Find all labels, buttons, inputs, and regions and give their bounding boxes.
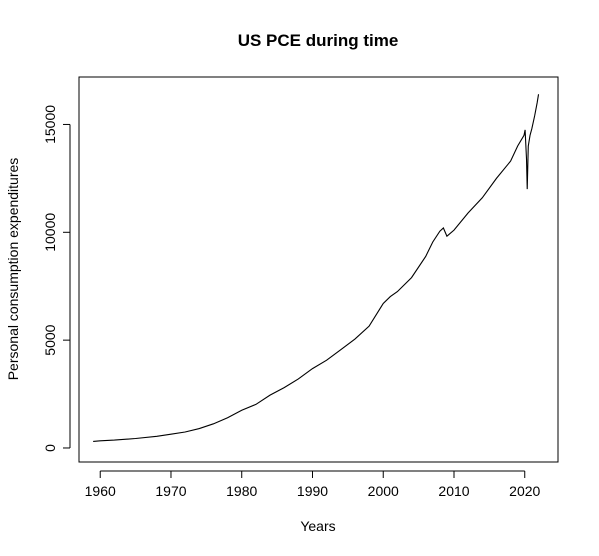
x-tick-label: 1970 xyxy=(155,483,186,499)
y-axis: 0 5000 10000 15000 xyxy=(42,105,71,452)
x-tick-label: 1960 xyxy=(85,483,116,499)
y-tick-label: 5000 xyxy=(42,324,58,355)
y-tick-label: 0 xyxy=(42,444,58,452)
x-tick-label: 1990 xyxy=(297,483,328,499)
pce-series-line xyxy=(93,94,540,442)
plot-frame xyxy=(78,76,559,463)
x-tick-label: 2010 xyxy=(438,483,469,499)
x-tick-label: 1980 xyxy=(226,483,257,499)
x-axis: 1960 1970 1980 1990 2000 2010 2020 xyxy=(85,470,541,499)
y-tick-label: 15000 xyxy=(42,105,58,144)
x-tick-label: 2000 xyxy=(368,483,399,499)
chart-title: US PCE during time xyxy=(238,31,399,50)
y-axis-label: Personal consumption expenditures xyxy=(5,158,21,381)
x-axis-label: Years xyxy=(300,518,335,534)
y-tick-label: 10000 xyxy=(42,213,58,252)
x-tick-label: 2020 xyxy=(509,483,540,499)
